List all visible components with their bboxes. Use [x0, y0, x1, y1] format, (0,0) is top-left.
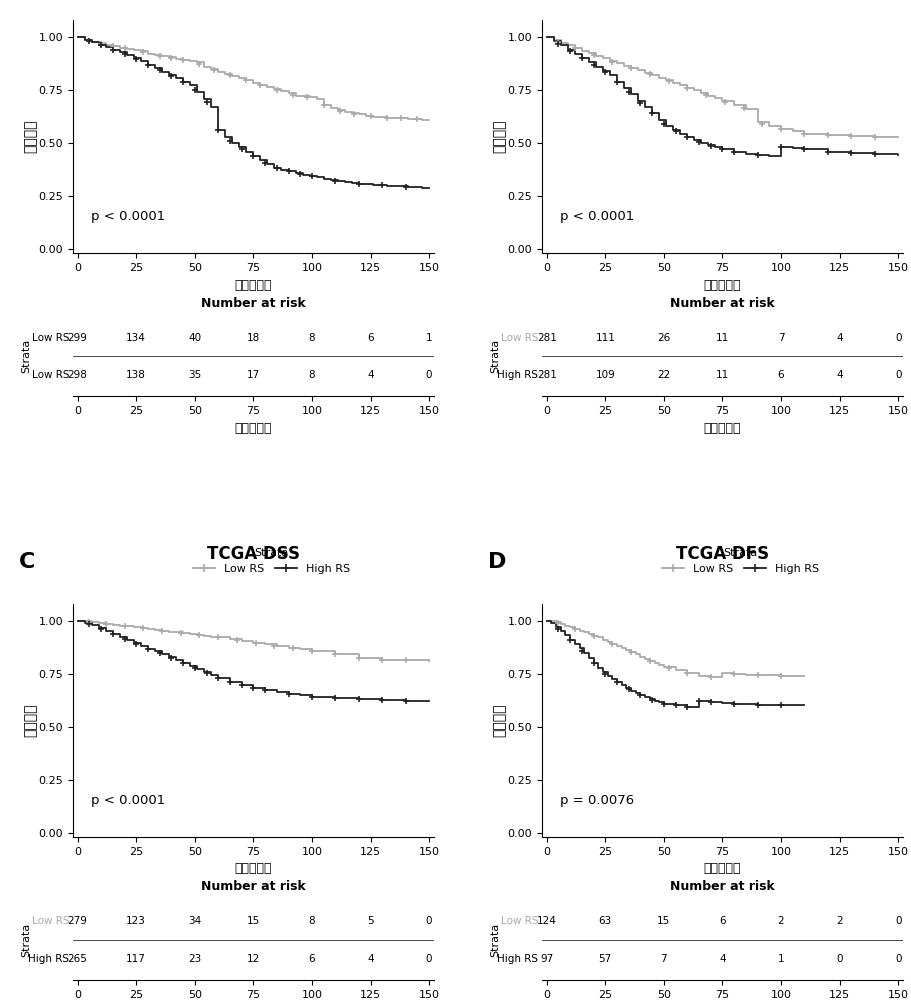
- Text: 8: 8: [308, 370, 315, 380]
- Text: 8: 8: [308, 916, 315, 926]
- Text: 7: 7: [777, 333, 783, 343]
- Text: 0: 0: [894, 954, 900, 964]
- Text: High RS: High RS: [496, 370, 537, 380]
- Text: 4: 4: [367, 954, 374, 964]
- Text: 5: 5: [367, 916, 374, 926]
- Text: p < 0.0001: p < 0.0001: [91, 210, 165, 223]
- Text: 6: 6: [777, 370, 783, 380]
- Text: 97: 97: [539, 954, 553, 964]
- Text: Strata: Strata: [21, 923, 31, 957]
- Text: 34: 34: [188, 916, 201, 926]
- Text: Low RS: Low RS: [32, 370, 69, 380]
- X-axis label: 时间（月）: 时间（月）: [234, 279, 271, 292]
- Text: Low RS: Low RS: [500, 916, 537, 926]
- Y-axis label: 生存概率: 生存概率: [23, 120, 37, 153]
- Text: 8: 8: [308, 333, 315, 343]
- Text: 0: 0: [425, 954, 432, 964]
- Text: 117: 117: [126, 954, 146, 964]
- Text: 35: 35: [188, 370, 201, 380]
- Text: High RS: High RS: [496, 954, 537, 964]
- Text: 0: 0: [894, 916, 900, 926]
- Text: 57: 57: [598, 954, 611, 964]
- Text: 12: 12: [247, 954, 260, 964]
- Text: 6: 6: [719, 916, 725, 926]
- Text: 0: 0: [425, 916, 432, 926]
- Text: Number at risk: Number at risk: [670, 880, 774, 893]
- Text: 299: 299: [67, 333, 87, 343]
- Title: TCGA DFS: TCGA DFS: [675, 545, 768, 563]
- Text: 0: 0: [425, 370, 432, 380]
- Text: 0: 0: [894, 333, 900, 343]
- Text: 11: 11: [715, 370, 728, 380]
- X-axis label: 时间（月）: 时间（月）: [234, 862, 271, 875]
- Text: C: C: [19, 552, 36, 572]
- Text: 2: 2: [777, 916, 783, 926]
- Text: Strata: Strata: [489, 339, 499, 373]
- Text: p = 0.0076: p = 0.0076: [559, 794, 633, 807]
- Text: 4: 4: [719, 954, 725, 964]
- Text: 23: 23: [188, 954, 201, 964]
- X-axis label: 时间（月）: 时间（月）: [703, 862, 741, 875]
- Title: TCGA DSS: TCGA DSS: [207, 545, 300, 563]
- Text: 4: 4: [835, 370, 842, 380]
- Text: Low RS: Low RS: [32, 333, 69, 343]
- Text: 17: 17: [247, 370, 260, 380]
- X-axis label: 时间（月）: 时间（月）: [234, 422, 271, 435]
- Y-axis label: 生存概率: 生存概率: [492, 704, 506, 737]
- Text: 1: 1: [777, 954, 783, 964]
- Text: p < 0.0001: p < 0.0001: [559, 210, 634, 223]
- Legend: Low RS, High RS: Low RS, High RS: [188, 544, 354, 578]
- Text: 18: 18: [247, 333, 260, 343]
- Text: 4: 4: [367, 370, 374, 380]
- Text: 63: 63: [598, 916, 611, 926]
- Text: 2: 2: [835, 916, 842, 926]
- Text: 6: 6: [367, 333, 374, 343]
- X-axis label: 时间（月）: 时间（月）: [703, 279, 741, 292]
- Text: 40: 40: [188, 333, 201, 343]
- Text: 265: 265: [67, 954, 87, 964]
- Text: 7: 7: [660, 954, 667, 964]
- Text: D: D: [487, 552, 506, 572]
- Text: High RS: High RS: [28, 954, 69, 964]
- Text: Number at risk: Number at risk: [200, 880, 305, 893]
- Text: 1: 1: [425, 333, 432, 343]
- Text: 281: 281: [537, 333, 556, 343]
- Text: 124: 124: [537, 916, 556, 926]
- Text: 109: 109: [595, 370, 615, 380]
- Text: Number at risk: Number at risk: [670, 297, 774, 310]
- Text: 279: 279: [67, 916, 87, 926]
- Text: Strata: Strata: [21, 339, 31, 373]
- Text: 11: 11: [715, 333, 728, 343]
- Text: p < 0.0001: p < 0.0001: [91, 794, 165, 807]
- Y-axis label: 生存概率: 生存概率: [23, 704, 37, 737]
- Text: 6: 6: [308, 954, 315, 964]
- Text: 4: 4: [835, 333, 842, 343]
- Text: 22: 22: [657, 370, 670, 380]
- X-axis label: 时间（月）: 时间（月）: [703, 422, 741, 435]
- Text: 298: 298: [67, 370, 87, 380]
- Text: 138: 138: [126, 370, 146, 380]
- Text: 26: 26: [657, 333, 670, 343]
- Text: 15: 15: [247, 916, 260, 926]
- Text: 0: 0: [894, 370, 900, 380]
- Text: Strata: Strata: [489, 923, 499, 957]
- Text: 281: 281: [537, 370, 556, 380]
- Legend: Low RS, High RS: Low RS, High RS: [657, 544, 823, 578]
- Text: 15: 15: [657, 916, 670, 926]
- Text: 111: 111: [595, 333, 615, 343]
- Text: 134: 134: [126, 333, 146, 343]
- Y-axis label: 生存概率: 生存概率: [492, 120, 506, 153]
- Text: Number at risk: Number at risk: [200, 297, 305, 310]
- Text: 123: 123: [126, 916, 146, 926]
- Text: 0: 0: [835, 954, 842, 964]
- Text: Low RS: Low RS: [500, 333, 537, 343]
- Text: Low RS: Low RS: [32, 916, 69, 926]
